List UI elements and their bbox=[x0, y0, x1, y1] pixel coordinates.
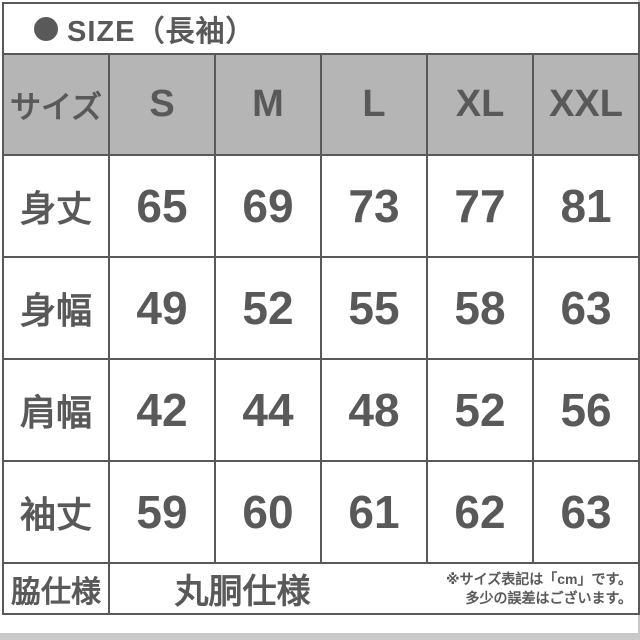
cell-value: 52 bbox=[214, 256, 322, 360]
row-label-shoulder-width: 肩幅 bbox=[2, 358, 110, 462]
size-unit-note-line2: 多少の誤差はございます。 bbox=[465, 589, 633, 606]
cell-value: 56 bbox=[531, 358, 640, 462]
cell-value: 48 bbox=[320, 358, 428, 462]
column-header-xl: XL bbox=[426, 53, 534, 156]
title-row: SIZE（長袖） bbox=[1, 2, 640, 55]
cell-value: 42 bbox=[108, 358, 216, 462]
side-spec-value: 丸胴仕様 bbox=[174, 573, 311, 611]
cell-value: 69 bbox=[214, 154, 322, 258]
cell-value: 65 bbox=[108, 154, 216, 258]
column-header-l: L bbox=[320, 53, 428, 156]
table-row-body-length: 身丈 65 69 73 77 81 bbox=[2, 154, 640, 258]
cell-value: 81 bbox=[531, 154, 640, 258]
column-header-xxl: XXL bbox=[531, 53, 640, 156]
size-unit-note: ※サイズ表記は「cm」です。 多少の誤差はございます。 bbox=[446, 570, 637, 607]
cell-value: 52 bbox=[426, 358, 534, 462]
cell-value: 61 bbox=[320, 460, 428, 564]
column-header-m: M bbox=[214, 53, 322, 156]
cell-value: 44 bbox=[214, 358, 322, 462]
footer-content: 丸胴仕様 ※サイズ表記は「cm」です。 多少の誤差はございます。 bbox=[111, 565, 637, 612]
table-row-body-width: 身幅 49 52 55 58 63 bbox=[2, 256, 640, 360]
table-row-shoulder-width: 肩幅 42 44 48 52 56 bbox=[2, 358, 640, 462]
row-label-body-width: 身幅 bbox=[2, 256, 110, 360]
cell-value: 63 bbox=[531, 460, 640, 564]
bullet-circle-icon bbox=[34, 16, 58, 41]
row-label-body-length: 身丈 bbox=[2, 154, 110, 258]
cell-value: 55 bbox=[320, 256, 428, 360]
cell-value: 59 bbox=[108, 460, 216, 564]
chart-title-text: SIZE（長袖） bbox=[67, 15, 256, 48]
table-header-row: サイズ S M L XL XXL bbox=[2, 53, 640, 156]
column-header-s: S bbox=[108, 53, 216, 156]
cell-value: 60 bbox=[214, 460, 322, 564]
row-label-side-spec: 脇仕様 bbox=[2, 562, 110, 615]
cell-value: 63 bbox=[531, 256, 640, 360]
cell-value: 77 bbox=[426, 154, 534, 258]
cell-value: 73 bbox=[320, 154, 428, 258]
cell-value: 58 bbox=[426, 256, 534, 360]
column-header-size: サイズ bbox=[2, 53, 110, 156]
cell-value: 49 bbox=[108, 256, 216, 360]
chart-title-cell: SIZE（長袖） bbox=[1, 2, 640, 55]
row-label-sleeve-length: 袖丈 bbox=[2, 460, 110, 564]
size-unit-note-line1: ※サイズ表記は「cm」です。 bbox=[446, 571, 633, 588]
cell-value: 62 bbox=[426, 460, 534, 564]
chart-title: SIZE（長袖） bbox=[5, 8, 637, 50]
bottom-margin-strip bbox=[0, 633, 640, 640]
size-table: SIZE（長袖） サイズ S M L XL XXL 身丈 65 69 73 bbox=[1, 2, 640, 615]
footer-merged-cell: 丸胴仕様 ※サイズ表記は「cm」です。 多少の誤差はございます。 bbox=[107, 562, 640, 615]
table-footer-row: 脇仕様 丸胴仕様 ※サイズ表記は「cm」です。 多少の誤差はございます。 bbox=[2, 562, 640, 615]
table-row-sleeve-length: 袖丈 59 60 61 62 63 bbox=[2, 460, 640, 564]
